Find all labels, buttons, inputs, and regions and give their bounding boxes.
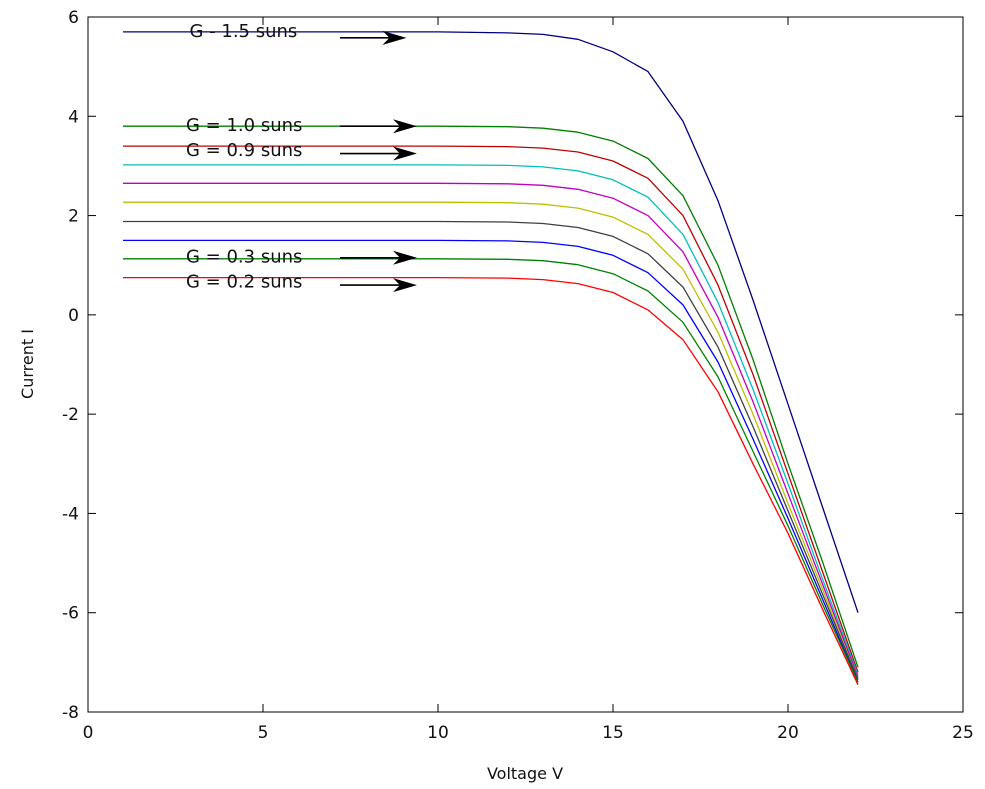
y-tick-label: 4 [68, 107, 79, 127]
series-line-5 [123, 182, 859, 678]
annotation-arrowhead-1 [382, 30, 407, 45]
y-tick-label: 0 [68, 306, 79, 326]
series-line-4 [123, 164, 859, 676]
y-tick-label: 6 [68, 8, 79, 28]
annotation-label-1: G - 1.5 suns [190, 21, 298, 42]
annotation-label-3: G = 0.9 suns [186, 140, 302, 161]
annotation-arrowhead-3 [393, 146, 417, 161]
y-tick-label: -8 [62, 703, 79, 723]
series-line-9 [123, 258, 859, 683]
annotation-layer: G - 1.5 suns G = 1.0 suns G = 0.9 suns G = … [186, 21, 417, 293]
annotation-label-2: G = 1.0 suns [186, 115, 302, 136]
x-tick-label: 10 [427, 723, 449, 743]
y-tick-label: 2 [68, 207, 79, 227]
x-tick-label: 15 [602, 723, 624, 743]
series-line-1 [123, 31, 859, 613]
annotation-arrowhead-2 [393, 119, 417, 134]
series-line-6 [123, 201, 859, 680]
y-tick-label: -6 [62, 604, 79, 624]
series-line-3 [123, 145, 859, 673]
annotation-label-5: G = 0.2 suns [186, 272, 302, 293]
series-layer [123, 31, 859, 685]
annotation-arrowhead-5 [393, 278, 417, 293]
ticks-layer: 0 5 10 15 20 25 -8 -6 -4 -2 0 2 4 6 [62, 8, 974, 743]
series-line-10 [123, 276, 859, 685]
x-axis-label: Voltage V [487, 764, 563, 783]
x-tick-label: 20 [777, 723, 799, 743]
x-tick-label: 0 [83, 723, 94, 743]
annotation-arrowhead-4 [393, 250, 417, 265]
x-tick-label: 25 [952, 723, 974, 743]
annotation-label-4: G = 0.3 suns [186, 247, 302, 268]
series-line-2 [123, 125, 859, 668]
y-axis-label: Current I [18, 329, 37, 399]
series-line-7 [123, 220, 859, 680]
y-tick-label: -2 [62, 405, 79, 425]
x-tick-label: 5 [258, 723, 269, 743]
y-tick-label: -4 [62, 504, 79, 524]
series-line-8 [123, 239, 859, 683]
